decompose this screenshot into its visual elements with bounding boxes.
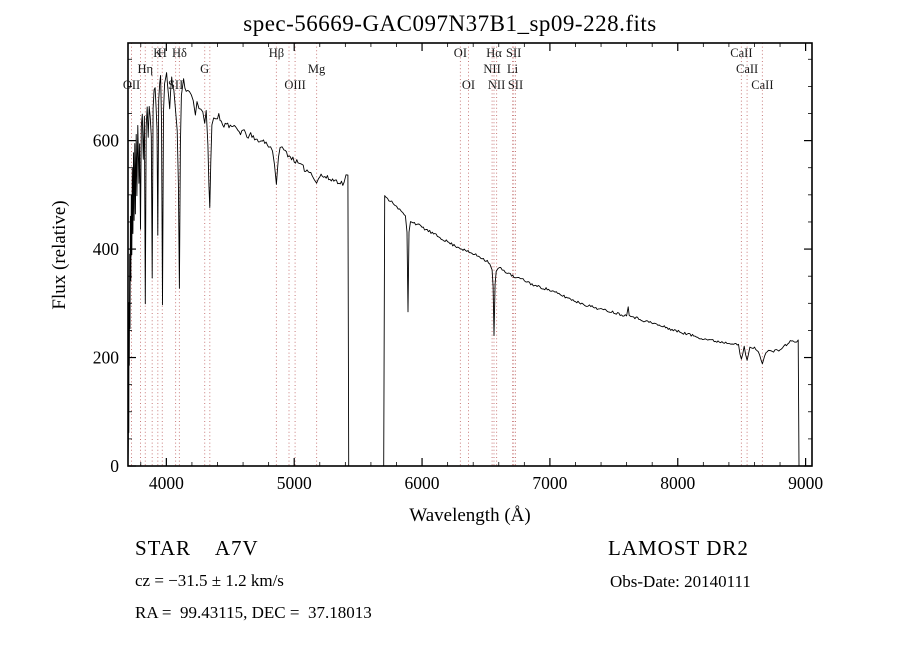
plot-title: spec-56669-GAC097N37B1_sp09-228.fits (243, 11, 657, 36)
spectrum-path (127, 72, 812, 467)
line-label: SII (508, 78, 523, 92)
line-label: Li (507, 62, 519, 76)
line-label: CaII (736, 62, 758, 76)
line-label: H (158, 46, 167, 60)
line-label: Hη (138, 62, 154, 76)
line-label: OII (123, 78, 140, 92)
line-label: Mg (308, 62, 326, 76)
line-label: OI (462, 78, 475, 92)
x-tick-label: 6000 (405, 473, 440, 493)
obs-date-text: Obs-Date: 20140111 (610, 572, 751, 591)
line-markers (131, 43, 763, 466)
line-label: K (153, 46, 162, 60)
radial-velocity-text: cz = −31.5 ± 1.2 km/s (135, 571, 284, 590)
axes (127, 42, 813, 467)
y-axis-label: Flux (relative) (49, 200, 70, 310)
survey-name-text: LAMOST DR2 (608, 536, 749, 560)
x-tick-label: 8000 (660, 473, 695, 493)
y-tick-label: 600 (93, 131, 120, 151)
line-label: OI (454, 46, 467, 60)
line-label: OIII (284, 78, 306, 92)
line-label: CaII (730, 46, 752, 60)
line-label: Hα (486, 46, 502, 60)
x-tick-label: 9000 (788, 473, 823, 493)
object-class-text: STAR A7V (135, 536, 259, 560)
x-tick-label: 5000 (277, 473, 312, 493)
line-label: G (200, 62, 209, 76)
y-tick-label: 0 (110, 456, 119, 476)
x-tick-label: 7000 (532, 473, 567, 493)
line-label: SII (168, 78, 183, 92)
line-label: CaII (751, 78, 773, 92)
y-tick-label: 200 (93, 348, 120, 368)
x-tick-label: 4000 (149, 473, 184, 493)
axes-box (127, 42, 813, 467)
x-axis-label: Wavelength (Å) (409, 505, 531, 526)
line-label: NII (483, 62, 500, 76)
coordinates-text: RA = 99.43115, DEC = 37.18013 (135, 603, 372, 622)
line-label: NII (488, 78, 505, 92)
y-tick-label: 400 (93, 239, 120, 259)
line-label: Hβ (269, 46, 284, 60)
tick-labels: 4000 5000 6000 7000 8000 9000 0 200 400 600 (93, 131, 824, 493)
line-label: SII (506, 46, 521, 60)
line-label: Hδ (172, 46, 187, 60)
